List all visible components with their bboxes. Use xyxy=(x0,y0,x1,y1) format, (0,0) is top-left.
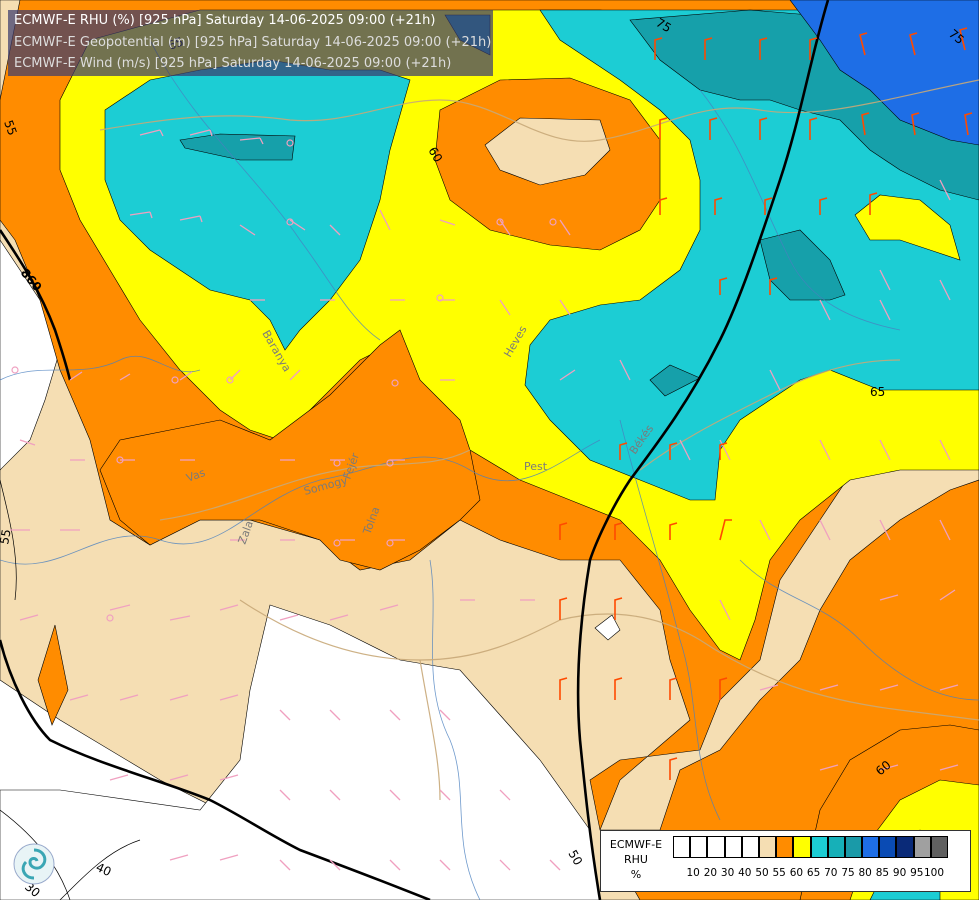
legend-swatch xyxy=(913,836,931,858)
wind-barbs-pink xyxy=(10,129,959,871)
legend-swatch xyxy=(879,836,897,858)
contour-label: 55 xyxy=(1,118,19,137)
legend-swatches xyxy=(673,836,948,858)
rh-area-80-northeast xyxy=(789,0,979,146)
legend-swatch xyxy=(793,836,811,858)
legend-title-model: ECMWF-E xyxy=(609,838,663,851)
geopotential-lines xyxy=(0,0,830,900)
legend-ticks: 10 20 30 40 50 55 60 65 70 75 80 85 90 95 100 xyxy=(673,867,965,881)
legend-tick-label: 70 xyxy=(824,867,838,879)
legend-swatch xyxy=(690,836,708,858)
title-geopotential: ECMWF-E Geopotential (m) [925 hPa] Satur… xyxy=(14,35,492,50)
legend-tick-label: 80 xyxy=(858,867,872,879)
legend-tick-label: 100 xyxy=(923,867,945,879)
legend-tick-label: 30 xyxy=(720,867,735,879)
title-panel xyxy=(8,10,493,76)
logo-icon xyxy=(13,843,55,885)
legend-swatch xyxy=(827,836,845,858)
title-wind: ECMWF-E Wind (m/s) [925 hPa] Saturday 14… xyxy=(14,56,452,71)
legend-swatch xyxy=(896,836,914,858)
rivers xyxy=(0,39,979,900)
legend-swatch xyxy=(673,836,691,858)
rh-area-65-east-hole xyxy=(854,194,961,261)
legend-title-unit: % xyxy=(630,868,642,881)
legend-swatch xyxy=(758,836,777,858)
legend-tick-label: 60 xyxy=(789,867,804,879)
rh-area-60-central xyxy=(99,329,481,571)
station-markers xyxy=(11,139,557,622)
legend-tick-label: 95 xyxy=(910,867,924,879)
contour-label: 65 xyxy=(870,385,885,399)
legend-swatch xyxy=(741,836,759,858)
legend-title-variable: RHU xyxy=(624,853,648,866)
legend-tick-label: 40 xyxy=(738,867,752,879)
place-label: Pest xyxy=(524,460,548,473)
legend-swatch xyxy=(810,836,828,858)
legend-swatch xyxy=(844,836,863,858)
contour-label: 55 xyxy=(0,528,14,545)
rh-area-75-east-inner xyxy=(759,229,846,301)
legend-swatch xyxy=(707,836,725,858)
contour-label: 75 xyxy=(654,15,674,35)
place-label: Vas xyxy=(185,466,208,485)
rh-area-75-northwest xyxy=(179,133,296,161)
legend-tick-label: 20 xyxy=(703,867,718,879)
title-rhu: ECMWF-E RHU (%) [925 hPa] Saturday 14-06… xyxy=(14,13,436,28)
rh-area-white-bottom xyxy=(0,604,601,900)
legend-tick-label: 10 xyxy=(686,867,700,879)
contour-label: 40 xyxy=(94,860,114,879)
rh-area-60-west xyxy=(37,624,69,726)
color-legend: ECMWF-E RHU % 10 20 30 40 50 55 60 65 70 75 80 85 90… xyxy=(600,830,971,892)
legend-tick-label: 50 xyxy=(755,867,769,879)
legend-tick-label: 65 xyxy=(806,867,821,879)
legend-title: ECMWF-E RHU % xyxy=(605,837,667,882)
rh-area-55-north xyxy=(484,117,611,186)
contour-label: 50 xyxy=(565,848,585,868)
rh-area-white-small xyxy=(594,614,621,641)
legend-tick-label: 90 xyxy=(892,867,907,879)
legend-tick-label: 75 xyxy=(841,867,855,879)
legend-swatch xyxy=(776,836,794,858)
legend-tick-label: 85 xyxy=(875,867,890,879)
legend-swatch xyxy=(724,836,742,858)
legend-swatch xyxy=(930,836,948,858)
legend-tick-label: 55 xyxy=(772,867,786,879)
contour-label: 60 xyxy=(425,145,445,165)
wind-barbs-orange xyxy=(559,27,973,780)
legend-swatch xyxy=(862,836,880,858)
